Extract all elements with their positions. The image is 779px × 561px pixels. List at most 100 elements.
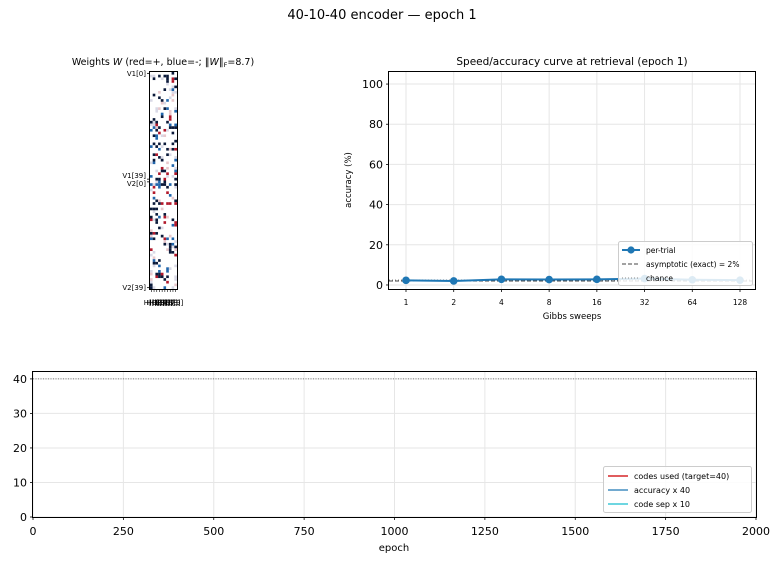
heatmap-cell bbox=[168, 101, 172, 105]
heatmap-cell bbox=[158, 120, 161, 124]
heatmap-cell bbox=[168, 82, 172, 86]
heatmap-cell bbox=[150, 242, 153, 246]
heatmap-cell bbox=[160, 88, 164, 92]
heatmap-cell bbox=[171, 278, 175, 281]
heatmap-cell bbox=[174, 251, 177, 254]
heatmap-cell bbox=[163, 218, 167, 222]
heatmap-cell bbox=[150, 145, 153, 148]
heatmap-cell bbox=[171, 118, 175, 121]
heatmap-cell bbox=[152, 137, 156, 140]
heatmap-cell bbox=[155, 226, 159, 230]
y-tick-label: 40 bbox=[13, 373, 27, 386]
heatmap-cell bbox=[163, 158, 167, 162]
heatmap-cell bbox=[168, 245, 172, 249]
heatmap-cell bbox=[171, 93, 175, 97]
heatmap-cell bbox=[160, 240, 164, 243]
heatmap-cell bbox=[160, 270, 164, 273]
heatmap-cell bbox=[163, 115, 167, 119]
heatmap-cell bbox=[155, 128, 159, 132]
heatmap-cell bbox=[150, 126, 153, 130]
heatmap-cell bbox=[163, 161, 167, 165]
heatmap-cell bbox=[155, 115, 159, 119]
heatmap-cell bbox=[158, 153, 161, 157]
heatmap-cell bbox=[155, 101, 159, 105]
heatmap-cell bbox=[155, 88, 159, 92]
heatmap-cell bbox=[168, 147, 172, 151]
heatmap-cell bbox=[166, 150, 169, 154]
heatmap-cell bbox=[163, 101, 167, 105]
heatmap-cell bbox=[168, 172, 172, 176]
heatmap-cell bbox=[155, 242, 159, 246]
heatmap-cell bbox=[158, 213, 161, 216]
heatmap-cell bbox=[171, 202, 175, 205]
heatmap-cell bbox=[166, 142, 169, 146]
heatmap-cell bbox=[150, 90, 153, 94]
heatmap-cell bbox=[174, 267, 177, 271]
heatmap-cell bbox=[152, 286, 156, 290]
heatmap-cell bbox=[166, 77, 169, 81]
heatmap-cell bbox=[155, 251, 159, 254]
heatmap-cell bbox=[163, 242, 167, 246]
heatmap-cell bbox=[152, 74, 156, 78]
heatmap-cell bbox=[155, 204, 159, 208]
heatmap-cell bbox=[152, 115, 156, 119]
heatmap-cell bbox=[158, 109, 161, 113]
heatmap-cell bbox=[155, 109, 159, 113]
heatmap-cell bbox=[171, 213, 175, 216]
heatmap-cell bbox=[174, 77, 177, 81]
heatmap-cell bbox=[174, 199, 177, 203]
speed-accuracy-ylabel: accuracy (%) bbox=[344, 152, 354, 208]
x-tick-label: 16 bbox=[592, 298, 602, 307]
heatmap-cell bbox=[163, 131, 167, 135]
heatmap-cell bbox=[166, 93, 169, 97]
heatmap-cell bbox=[158, 278, 161, 281]
heatmap-cell bbox=[163, 259, 167, 262]
heatmap-cell bbox=[168, 128, 172, 132]
heatmap-cell bbox=[150, 286, 153, 290]
x-tick-label: 1500 bbox=[561, 525, 589, 538]
heatmap-cell bbox=[168, 158, 172, 162]
heatmap-cell bbox=[158, 286, 161, 290]
heatmap-cell bbox=[152, 166, 156, 170]
heatmap-cell bbox=[168, 183, 172, 186]
heatmap-cell bbox=[171, 107, 175, 111]
heatmap-cell bbox=[160, 164, 164, 167]
heatmap-cell bbox=[168, 115, 172, 119]
heatmap-cell bbox=[171, 283, 175, 287]
heatmap-cell bbox=[150, 156, 153, 159]
heatmap-cell bbox=[174, 253, 177, 257]
heatmap-cell bbox=[150, 153, 153, 157]
heatmap-cell bbox=[150, 253, 153, 257]
heatmap-cell bbox=[152, 223, 156, 227]
heatmap-cell bbox=[160, 156, 164, 159]
heatmap-cell bbox=[150, 175, 153, 178]
heatmap-cell bbox=[174, 183, 177, 186]
heatmap-cell bbox=[158, 93, 161, 97]
heatmap-cell bbox=[160, 183, 164, 186]
heatmap-cell bbox=[152, 104, 156, 108]
heatmap-cell bbox=[166, 264, 169, 268]
heatmap-cell bbox=[166, 74, 169, 78]
heatmap-cell bbox=[166, 123, 169, 127]
heatmap-cell bbox=[174, 261, 177, 265]
data-point bbox=[402, 276, 410, 285]
heatmap-cell bbox=[168, 248, 172, 252]
heatmap-cell bbox=[160, 161, 164, 165]
heatmap-cell bbox=[166, 251, 169, 254]
heatmap-cell bbox=[158, 74, 161, 78]
heatmap-cell bbox=[163, 156, 167, 159]
heatmap-cell bbox=[174, 139, 177, 143]
heatmap-cell bbox=[163, 112, 167, 116]
heatmap-cell bbox=[152, 196, 156, 200]
heatmap-cell bbox=[166, 218, 169, 222]
heatmap-cell bbox=[163, 270, 167, 273]
heatmap-cell bbox=[160, 142, 164, 146]
heatmap-cell bbox=[163, 264, 167, 268]
heatmap-cell bbox=[163, 128, 167, 132]
heatmap-cell bbox=[155, 272, 159, 276]
heatmap-cell bbox=[150, 88, 153, 92]
heatmap-cell bbox=[150, 142, 153, 146]
heatmap-cell bbox=[171, 164, 175, 167]
x-tick-label: 4 bbox=[499, 298, 504, 307]
heatmap-cell bbox=[166, 166, 169, 170]
